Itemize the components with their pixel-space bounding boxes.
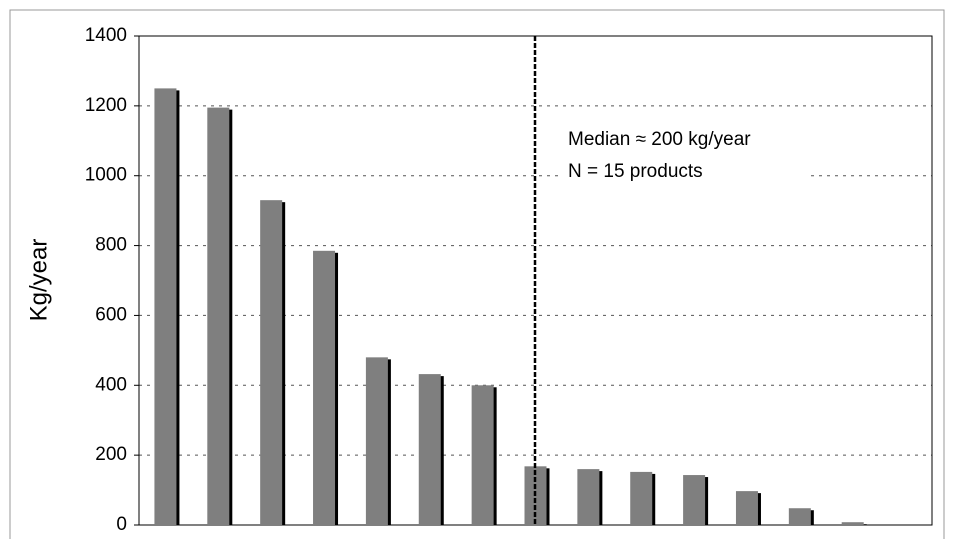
y-tick-label: 600 xyxy=(95,304,127,325)
annotation: Median ≈ 200 kg/year xyxy=(568,129,751,150)
bar xyxy=(471,385,494,525)
bar xyxy=(630,471,653,525)
bar xyxy=(841,522,864,525)
y-tick-label: 1000 xyxy=(85,165,127,186)
bar xyxy=(365,357,388,525)
bar xyxy=(735,491,758,525)
bar xyxy=(260,200,283,525)
y-tick-label: 200 xyxy=(95,444,127,465)
y-tick-label: 400 xyxy=(95,374,127,395)
bar xyxy=(683,475,706,525)
y-tick-label: 0 xyxy=(116,514,127,535)
bar xyxy=(788,508,811,525)
plot-area: 0 200 400 600 800 1000 1200 1400 xyxy=(85,25,933,535)
y-axis-label: Kg/year xyxy=(25,239,52,322)
y-tick-label: 1200 xyxy=(85,95,127,116)
bar xyxy=(207,107,230,525)
bar xyxy=(313,250,336,525)
y-tick-label: 800 xyxy=(95,235,127,256)
bar xyxy=(154,88,177,526)
bar xyxy=(418,374,441,525)
annotation-bg xyxy=(560,122,810,188)
annotation: N = 15 products xyxy=(568,161,703,182)
frame xyxy=(9,9,945,539)
bar xyxy=(577,469,600,525)
y-tick-label: 1400 xyxy=(85,25,127,46)
